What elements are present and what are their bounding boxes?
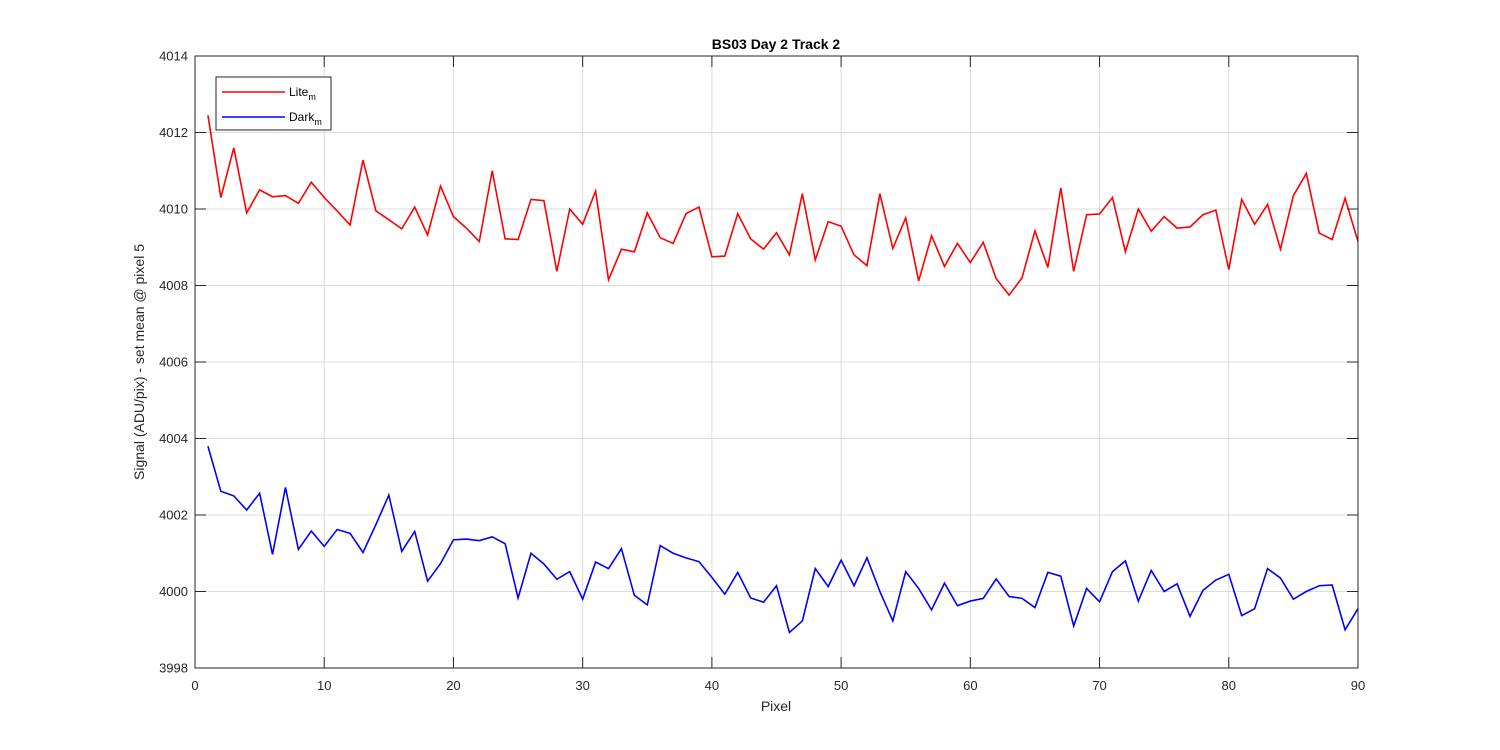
- x-tick-label: 70: [1092, 678, 1106, 693]
- x-tick-labels: 0 10 20 30 40 50 60 70 80 90: [191, 678, 1365, 693]
- legend-lite-subscript: m: [308, 92, 316, 102]
- legend-dark-label: Darkm: [289, 110, 322, 127]
- y-tick-label: 4002: [159, 508, 188, 523]
- y-axis-label: Signal (ADU/pix) - set mean @ pixel 5: [131, 244, 147, 480]
- x-tick-label: 40: [705, 678, 719, 693]
- y-tick-label: 4008: [159, 278, 188, 293]
- x-tick-label: 90: [1351, 678, 1365, 693]
- y-tick-label: 4010: [159, 202, 188, 217]
- y-tick-label: 4014: [159, 49, 188, 64]
- y-tick-label: 4006: [159, 355, 188, 370]
- legend-lite-name: Lite: [289, 85, 309, 99]
- grid-lines: [195, 56, 1358, 668]
- x-tick-label: 0: [191, 678, 198, 693]
- legend: Litem Darkm: [215, 76, 332, 131]
- x-tick-label: 60: [963, 678, 977, 693]
- x-tick-label: 30: [575, 678, 589, 693]
- data-series: [207, 115, 1359, 634]
- legend-dark-subscript: m: [314, 117, 322, 127]
- y-tick-label: 3998: [159, 661, 188, 676]
- series-line-dark: [207, 445, 1359, 634]
- x-tick-label: 10: [317, 678, 331, 693]
- tick-marks: [194, 55, 1359, 669]
- y-tick-labels: 3998 4000 4002 4004 4006 4008 4010 4012 4014: [159, 49, 188, 676]
- x-tick-label: 80: [1222, 678, 1236, 693]
- y-tick-label: 4012: [159, 125, 188, 140]
- y-tick-label: 4004: [159, 431, 188, 446]
- legend-dark-name: Dark: [289, 110, 315, 124]
- legend-lite-label: Litem: [289, 85, 316, 102]
- legend-box: [215, 76, 332, 131]
- y-tick-label: 4000: [159, 584, 188, 599]
- chart-title: BS03 Day 2 Track 2: [712, 36, 841, 52]
- series-line-lite: [207, 115, 1359, 297]
- x-axis-label: Pixel: [761, 698, 791, 714]
- x-tick-label: 50: [834, 678, 848, 693]
- x-tick-label: 20: [446, 678, 460, 693]
